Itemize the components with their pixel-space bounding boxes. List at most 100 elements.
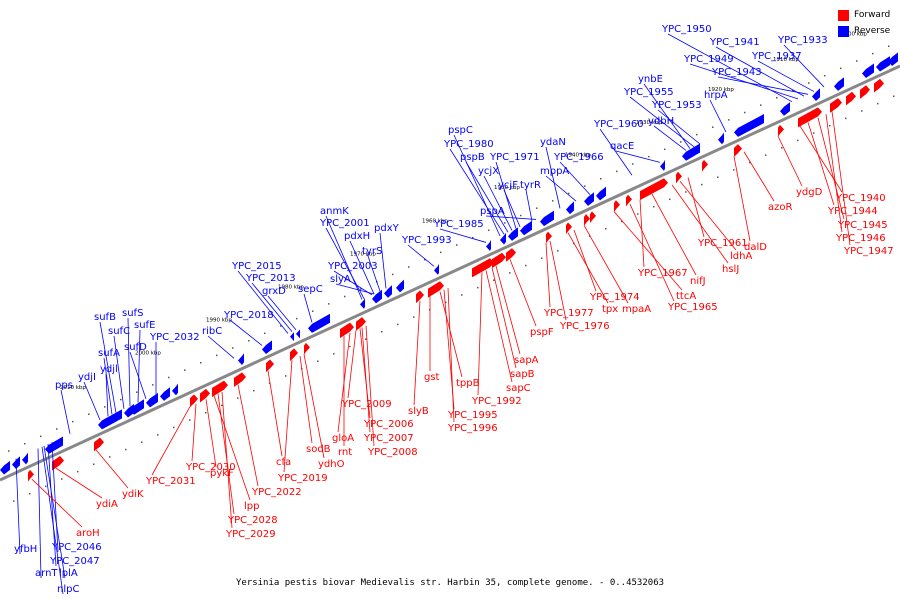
leader-line (491, 267, 517, 369)
leader-line (99, 321, 117, 413)
leader-line (615, 150, 661, 163)
reverse-gene-arrow (308, 313, 330, 333)
tick-dot (264, 332, 266, 335)
leader-line (151, 406, 191, 476)
leader-line (639, 199, 645, 268)
tick-dot (440, 251, 442, 254)
leader-line (51, 442, 59, 553)
leader-line (447, 287, 455, 423)
gene-label: ydjI (78, 372, 96, 383)
leader-line (303, 354, 325, 459)
reverse-gene-arrow (262, 340, 272, 354)
tick-dot (557, 250, 559, 252)
tick-dot (552, 200, 554, 202)
tick-dot (344, 295, 346, 298)
tick-dot (253, 389, 255, 392)
forward-gene-arrow (356, 317, 366, 331)
gene-label: YPC_1967 (637, 268, 688, 279)
reverse-gene-arrow (888, 52, 898, 67)
gene-label: YPC_2008 (367, 447, 418, 458)
gene-label: cfa (276, 457, 291, 468)
tick-dot (664, 148, 666, 151)
leader-line (335, 283, 375, 295)
gene-label: ydbH (648, 116, 674, 127)
leader-line (439, 291, 463, 378)
tick-dot (397, 323, 399, 326)
leader-line (205, 399, 217, 468)
leader-line (485, 270, 513, 383)
tick-dot (445, 301, 447, 304)
gene-label: YPC_1985 (433, 219, 484, 230)
leader-line (613, 211, 683, 291)
gene-label: YPC_2015 (231, 261, 282, 272)
leader-line (299, 355, 313, 444)
tick-dot (136, 391, 138, 393)
tick-dot (333, 353, 335, 355)
leader-line (653, 125, 687, 151)
gene-label: ttcA (676, 291, 696, 302)
reverse-gene-arrow (98, 409, 122, 430)
leader-line (103, 357, 113, 415)
gene-label: sufD (124, 342, 147, 353)
gene-label: gloA (332, 433, 354, 444)
tick-dot (813, 132, 815, 134)
label-leaders (15, 33, 851, 595)
leader-line (407, 244, 435, 267)
tick-dot (141, 441, 143, 443)
gene-label: YPC_1945 (837, 220, 888, 231)
gene-label: YPC_1943 (711, 67, 762, 78)
tick-dot (280, 325, 282, 327)
tick-dot (237, 397, 239, 399)
tick-dot (13, 500, 15, 502)
gene-label: dalD (744, 242, 767, 253)
tick-dot (109, 456, 111, 458)
tick-dot (477, 286, 479, 289)
gene-label: rnt (338, 447, 352, 458)
tick-dot (408, 266, 410, 268)
gene-label: pykF (210, 468, 234, 479)
gene-label: YPC_2028 (227, 515, 278, 526)
reverse-gene-arrow (22, 452, 28, 465)
tick-dot (792, 89, 794, 92)
legend-reverse-label: Reverse (854, 26, 891, 36)
tick-dot (296, 317, 298, 320)
forward-gene-arrow (584, 214, 590, 226)
tick-dot (696, 133, 698, 136)
gene-label: ycjF (498, 180, 518, 191)
reverse-gene-arrow (876, 56, 890, 72)
tick-dot (381, 331, 383, 333)
reverse-gene-arrow (500, 232, 506, 245)
gene-label: YPC_2030 (185, 462, 236, 473)
leader-line (325, 227, 365, 299)
leader-line (267, 370, 283, 457)
tick-dot (40, 435, 42, 438)
tick-dot (184, 369, 186, 371)
gene-label: lplA (59, 568, 78, 579)
tick-label: 1990 kbp (206, 318, 232, 324)
gene-label: gst (424, 372, 440, 383)
gene-label: YPC_1950 (661, 24, 712, 35)
gene-label: pdxY (374, 223, 400, 234)
leader-line (709, 99, 727, 133)
forward-gene-arrow (212, 380, 228, 397)
gene-label: YPC_1977 (543, 308, 594, 319)
tick-dot (797, 139, 799, 142)
gene-label: YPC_2003 (327, 261, 378, 272)
leader-line (43, 445, 66, 579)
leader-line (485, 215, 537, 220)
gene-label: sepC (298, 284, 323, 295)
gene-label: ydiK (122, 489, 144, 500)
gene-label: YPC_2018 (223, 310, 274, 321)
tick-dot (29, 492, 31, 495)
legend-forward-label: Forward (854, 10, 891, 20)
gene-label: pspC (448, 125, 473, 136)
gene-label: YPC_1993 (401, 235, 452, 246)
leader-line (777, 135, 803, 187)
tick-label: 2010 kbp (60, 385, 86, 391)
forward-gene-arrow (190, 394, 198, 408)
forward-gene-arrow (340, 322, 354, 339)
gene-label: tyrS (362, 246, 382, 257)
legend-forward: Forward (838, 9, 900, 21)
tick-dot (861, 110, 863, 112)
